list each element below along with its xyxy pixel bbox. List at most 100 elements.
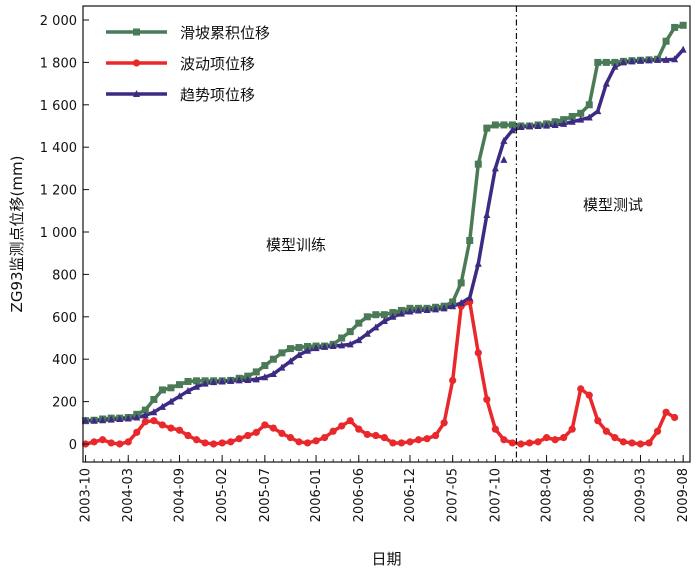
x-tick-label: 2009-08 bbox=[676, 468, 691, 522]
data-point-circle bbox=[586, 392, 593, 399]
data-point-circle bbox=[406, 438, 413, 445]
data-point-square bbox=[278, 349, 285, 356]
series-line bbox=[86, 50, 684, 421]
data-point-circle bbox=[125, 438, 132, 445]
data-point-circle bbox=[517, 440, 524, 447]
data-point-circle bbox=[475, 349, 482, 356]
annotation-training: 模型训练 bbox=[266, 236, 326, 254]
data-point-circle bbox=[441, 419, 448, 426]
data-point-square bbox=[253, 368, 260, 375]
data-point-circle bbox=[338, 422, 345, 429]
data-point-square bbox=[671, 24, 678, 31]
data-point-circle bbox=[295, 438, 302, 445]
legend-label: 滑坡累积位移 bbox=[180, 24, 270, 42]
x-tick-label: 2006-01 bbox=[309, 468, 324, 522]
data-point-circle bbox=[594, 417, 601, 424]
data-point-circle bbox=[201, 439, 208, 446]
data-point-circle bbox=[142, 418, 149, 425]
data-point-circle bbox=[500, 436, 507, 443]
y-tick-label: 1 000 bbox=[40, 226, 77, 241]
legend-label: 趋势项位移 bbox=[180, 86, 255, 104]
data-point-circle bbox=[287, 434, 294, 441]
x-tick-label: 2007-05 bbox=[446, 468, 461, 522]
data-point-circle bbox=[330, 428, 337, 435]
data-point-circle bbox=[560, 434, 567, 441]
y-tick-label: 400 bbox=[52, 353, 77, 368]
data-point-circle bbox=[509, 439, 516, 446]
data-point-square bbox=[475, 161, 482, 168]
data-point-circle bbox=[603, 428, 610, 435]
data-point-square bbox=[347, 328, 354, 335]
data-point-square bbox=[133, 29, 140, 36]
data-point-circle bbox=[620, 438, 627, 445]
data-point-circle bbox=[492, 426, 499, 433]
data-point-circle bbox=[654, 428, 661, 435]
data-point-circle bbox=[577, 385, 584, 392]
data-point-circle bbox=[432, 432, 439, 439]
data-point-square bbox=[261, 362, 268, 369]
data-point-square bbox=[176, 381, 183, 388]
data-point-square bbox=[458, 279, 465, 286]
x-tick-label: 2007-10 bbox=[488, 468, 503, 522]
plot-frame bbox=[83, 6, 690, 462]
y-tick-label: 1 600 bbox=[40, 99, 77, 114]
data-point-circle bbox=[637, 440, 644, 447]
x-tick-label: 2005-02 bbox=[215, 468, 230, 522]
x-tick-label: 2006-06 bbox=[352, 468, 367, 522]
data-point-triangle bbox=[680, 46, 687, 53]
data-point-circle bbox=[270, 425, 277, 432]
data-point-square bbox=[492, 121, 499, 128]
y-tick-label: 600 bbox=[52, 311, 77, 326]
x-tick-label: 2006-12 bbox=[403, 468, 418, 522]
data-point-circle bbox=[534, 438, 541, 445]
y-tick-label: 2 000 bbox=[40, 14, 77, 29]
x-tick-label: 2009-03 bbox=[633, 468, 648, 522]
data-point-circle bbox=[552, 436, 559, 443]
data-point-circle bbox=[116, 440, 123, 447]
data-point-circle bbox=[236, 435, 243, 442]
y-tick-label: 1 200 bbox=[40, 184, 77, 199]
data-point-square bbox=[150, 396, 157, 403]
data-point-square bbox=[466, 237, 473, 244]
data-point-circle bbox=[90, 438, 97, 445]
data-point-circle bbox=[389, 439, 396, 446]
data-point-circle bbox=[569, 426, 576, 433]
data-point-circle bbox=[662, 409, 669, 416]
data-point-circle bbox=[227, 438, 234, 445]
data-point-square bbox=[483, 125, 490, 132]
data-point-circle bbox=[133, 59, 140, 66]
data-point-square bbox=[159, 386, 166, 393]
y-tick-label: 200 bbox=[52, 396, 77, 411]
x-axis-label: 日期 bbox=[371, 550, 401, 568]
data-point-square bbox=[372, 311, 379, 318]
data-point-circle bbox=[210, 440, 217, 447]
axes bbox=[83, 6, 690, 462]
data-point-circle bbox=[449, 377, 456, 384]
data-point-circle bbox=[347, 417, 354, 424]
y-tick-label: 0 bbox=[69, 438, 77, 453]
data-point-circle bbox=[671, 414, 678, 421]
data-point-circle bbox=[543, 434, 550, 441]
data-point-circle bbox=[167, 425, 174, 432]
data-point-circle bbox=[355, 426, 362, 433]
data-point-square bbox=[364, 313, 371, 320]
legend: 滑坡累积位移波动项位移趋势项位移 bbox=[106, 24, 270, 104]
data-point-circle bbox=[526, 439, 533, 446]
data-point-square bbox=[338, 335, 345, 342]
x-tick-label: 2008-09 bbox=[582, 468, 597, 522]
annotation-testing: 模型测试 bbox=[583, 196, 643, 214]
data-point-triangle bbox=[500, 156, 507, 163]
data-point-circle bbox=[372, 432, 379, 439]
data-point-square bbox=[603, 59, 610, 66]
plot-markers bbox=[82, 22, 687, 448]
data-point-square bbox=[185, 378, 192, 385]
data-point-circle bbox=[253, 429, 260, 436]
data-point-circle bbox=[184, 432, 191, 439]
data-point-circle bbox=[244, 432, 251, 439]
data-point-circle bbox=[133, 429, 140, 436]
data-point-circle bbox=[99, 436, 106, 443]
x-tick-label: 2008-04 bbox=[540, 468, 555, 522]
data-point-square bbox=[663, 38, 670, 45]
x-tick-label: 2004-03 bbox=[121, 468, 136, 522]
x-tick-label: 2004-09 bbox=[172, 468, 187, 522]
